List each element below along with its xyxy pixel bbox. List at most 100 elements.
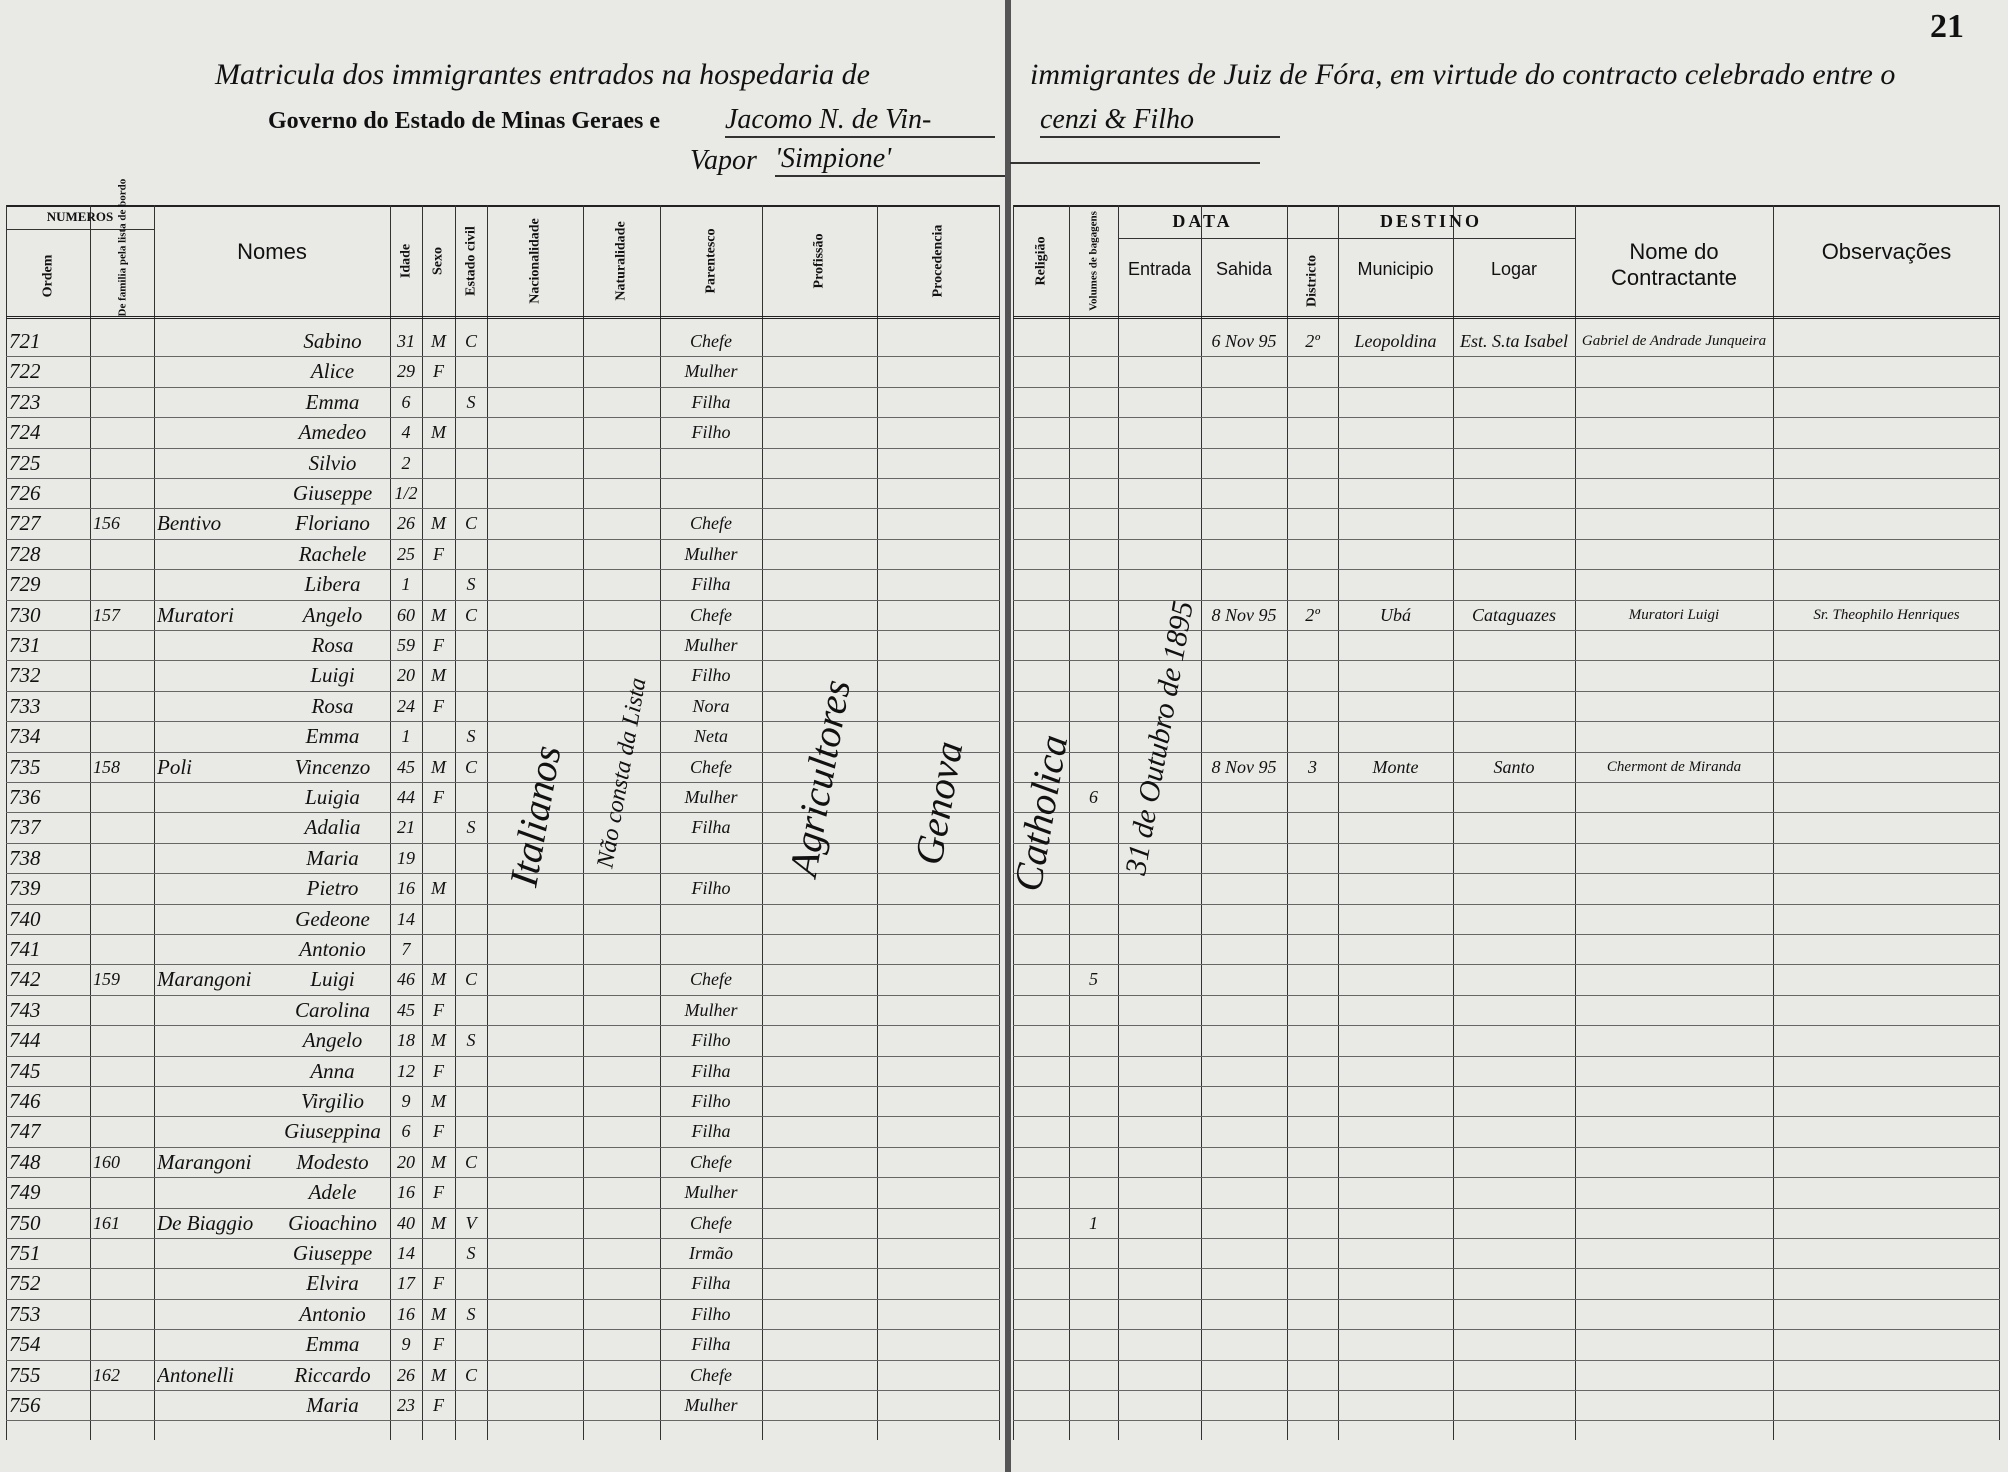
cell-nome: Emma — [305, 389, 360, 414]
row-rule — [1013, 903, 2000, 905]
cell-idade: 12 — [397, 1060, 415, 1081]
row-rule — [6, 508, 1000, 510]
cell-parentesco: Filho — [691, 422, 731, 443]
cell-ordem: 752 — [9, 1271, 41, 1296]
cell-sexo: F — [433, 543, 444, 564]
cell-contractante: Chermont de Miranda — [1606, 758, 1742, 775]
cell-nome: Angelo — [302, 602, 363, 627]
cell-ordem: 755 — [9, 1362, 41, 1387]
header-line1-left: Matricula dos immigrantes entrados na ho… — [215, 58, 870, 91]
header-top-rule — [6, 205, 1000, 207]
cell-idade: 46 — [397, 969, 415, 990]
cell-ordem: 756 — [9, 1393, 41, 1417]
row-rule — [6, 721, 1000, 723]
cell-idade: 26 — [397, 513, 415, 534]
gutter — [1005, 0, 1011, 1472]
row-rule — [6, 630, 1000, 631]
cell-familia: 159 — [93, 969, 120, 990]
cell-parentesco: Irmão — [689, 1243, 733, 1263]
header-top-rule — [1013, 205, 2000, 207]
cell-nome: Luigi — [310, 663, 355, 688]
row-rule — [1013, 599, 2000, 601]
cell-nome: Amedeo — [298, 420, 367, 445]
cell-ordem: 726 — [9, 481, 41, 505]
header-contractor-right: cenzi & Filho — [1040, 104, 1280, 138]
cell-ordem: 723 — [9, 389, 41, 414]
cell-parentesco: Chefe — [690, 331, 732, 351]
cell-idade: 9 — [401, 1091, 411, 1111]
cell-idade: 45 — [397, 756, 415, 777]
cell-parentesco: Chefe — [690, 1212, 732, 1233]
cell-parentesco: Chefe — [690, 604, 732, 625]
cell-ordem: 728 — [9, 541, 41, 566]
cell-nome: Anna — [310, 1058, 355, 1083]
column-header: Entrada — [1127, 258, 1192, 279]
cell-sobrenome: Poli — [157, 754, 192, 779]
cell-nome: Elvira — [306, 1271, 359, 1296]
cell-nome: Sabino — [303, 329, 362, 353]
cell-estado: C — [464, 756, 477, 777]
cell-nome: Alice — [310, 359, 355, 384]
cell-nome: Antonio — [299, 937, 366, 961]
row-rule — [6, 1329, 1000, 1331]
row-rule — [1013, 569, 2000, 571]
row-rule — [6, 1390, 1000, 1391]
row-rule — [1013, 1238, 2000, 1239]
cell-sexo: M — [431, 1364, 446, 1385]
row-rule — [1013, 994, 2000, 996]
cell-idade: 20 — [397, 1151, 415, 1172]
cell-ordem: 754 — [9, 1332, 41, 1357]
column-header: Profissão — [811, 233, 827, 288]
cell-estado: S — [466, 391, 476, 412]
cell-parentesco: Filha — [691, 1273, 731, 1294]
header-bottom-rule — [1013, 316, 2000, 319]
cell-sexo: F — [433, 999, 444, 1020]
cell-sexo: F — [433, 695, 444, 716]
cell-idade: 25 — [397, 543, 415, 564]
cell-parentesco: Mulher — [684, 999, 738, 1020]
cell-idade: 24 — [397, 695, 415, 716]
row-rule — [1013, 478, 2000, 479]
row-rule — [6, 842, 1000, 844]
header-bottom-rule — [6, 316, 1000, 319]
cell-nome: Riccardo — [294, 1362, 371, 1387]
row-rule — [1013, 508, 2000, 510]
cell-volumes: 1 — [1089, 1212, 1098, 1233]
row-rule — [6, 964, 1000, 966]
cell-nome: Rosa — [311, 633, 354, 657]
row-rule — [6, 417, 1000, 419]
row-rule — [6, 1207, 1000, 1209]
row-rule — [1013, 782, 2000, 783]
row-rule — [6, 934, 1000, 935]
row-rule — [1013, 751, 2000, 753]
row-rule — [1013, 447, 2000, 449]
row-rule — [1013, 386, 2000, 388]
cell-nome: Rosa — [311, 693, 354, 718]
row-rule — [1013, 356, 2000, 358]
cell-nome: Virgilio — [301, 1089, 364, 1113]
column-rule — [999, 205, 1000, 1440]
row-rule — [6, 386, 1000, 388]
cell-sobrenome: Marangoni — [157, 1149, 252, 1174]
row-rule — [6, 1238, 1000, 1239]
cell-ordem: 737 — [9, 815, 41, 840]
cell-sexo: M — [431, 878, 446, 899]
cell-sexo: F — [433, 1182, 444, 1203]
cell-ordem: 735 — [9, 754, 41, 779]
row-rule — [6, 538, 1000, 540]
row-rule — [1013, 1420, 2000, 1422]
group-numeros: NUMEROS — [6, 209, 154, 230]
column-header: Sexo — [430, 246, 446, 275]
column-header: Sahida — [1215, 258, 1273, 279]
row-rule — [1013, 1390, 2000, 1391]
column-header: Nome do Contractante — [1611, 238, 1737, 290]
cell-idade: 18 — [397, 1030, 415, 1051]
cell-ordem: 748 — [9, 1149, 41, 1174]
cell-parentesco: Filho — [691, 1091, 731, 1111]
cell-logar: Cataguazes — [1471, 604, 1556, 625]
cell-sexo: M — [431, 513, 446, 534]
cell-nome: Antonio — [299, 1301, 366, 1326]
cell-ordem: 721 — [9, 329, 41, 353]
column-rule — [154, 205, 155, 1440]
cell-nome: Giuseppe — [292, 481, 373, 505]
